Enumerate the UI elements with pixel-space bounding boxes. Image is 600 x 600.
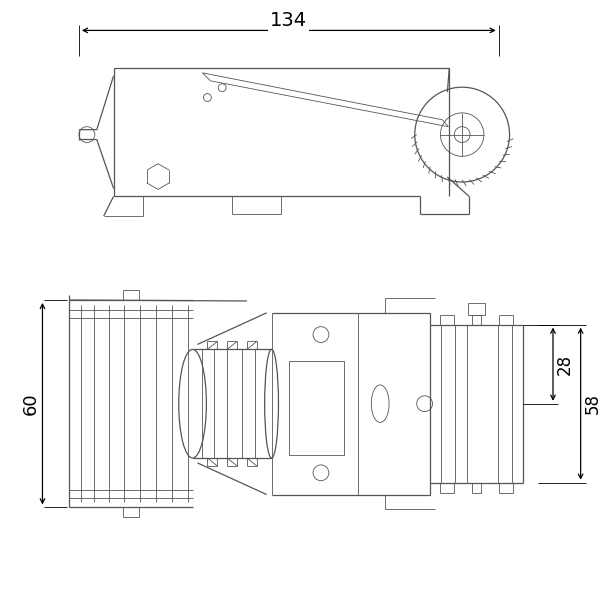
Bar <box>467 303 485 315</box>
Text: 28: 28 <box>556 353 574 375</box>
Text: 134: 134 <box>270 11 307 30</box>
Text: 58: 58 <box>583 393 600 414</box>
Bar <box>472 315 481 325</box>
Text: 60: 60 <box>22 392 40 415</box>
Bar <box>472 482 481 493</box>
Bar <box>289 361 344 455</box>
